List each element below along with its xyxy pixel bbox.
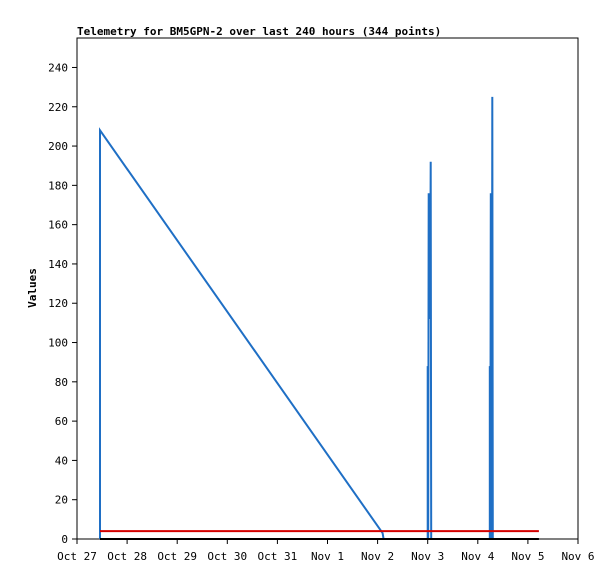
y-axis: 0 20 40 60 80 100 120 140 160 180 200 220 240 [48, 61, 77, 546]
x-tick-label: Nov 4 [461, 550, 494, 563]
x-axis: Oct 27 Oct 28 Oct 29 Oct 30 Oct 31 Nov 1 Nov 2… [57, 539, 595, 563]
y-tick-label: 160 [48, 219, 68, 232]
y-axis-label: Values [26, 268, 39, 308]
x-tick-label: Nov 2 [361, 550, 394, 563]
y-tick-label: 100 [48, 337, 68, 350]
x-tick-label: Nov 3 [411, 550, 444, 563]
x-tick-label: Nov 5 [511, 550, 544, 563]
y-tick-label: 80 [55, 376, 68, 389]
x-tick-label: Nov 1 [311, 550, 344, 563]
y-tick-label: 220 [48, 101, 68, 114]
x-tick-label: Nov 6 [561, 550, 594, 563]
y-tick-label: 40 [55, 454, 68, 467]
x-tick-label: Oct 28 [107, 550, 147, 563]
y-tick-label: 140 [48, 258, 68, 271]
y-tick-label: 60 [55, 415, 68, 428]
y-tick-label: 180 [48, 179, 68, 192]
x-tick-label: Oct 31 [258, 550, 298, 563]
y-tick-label: 120 [48, 297, 68, 310]
y-tick-label: 240 [48, 61, 68, 74]
y-tick-label: 0 [61, 533, 68, 546]
x-tick-label: Oct 29 [157, 550, 197, 563]
y-tick-label: 20 [55, 494, 68, 507]
y-tick-label: 200 [48, 140, 68, 153]
x-tick-label: Oct 27 [57, 550, 97, 563]
x-tick-label: Oct 30 [207, 550, 247, 563]
chart-title: Telemetry for BM5GPN-2 over last 240 hou… [77, 25, 441, 38]
series-layer [99, 96, 539, 540]
